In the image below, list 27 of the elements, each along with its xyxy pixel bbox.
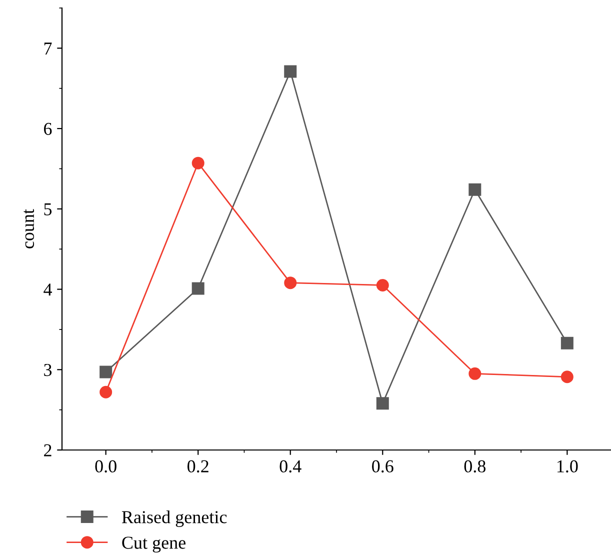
legend-label: Cut gene (122, 536, 186, 553)
y-tick-label: 2 (44, 444, 52, 456)
point (284, 65, 297, 78)
y-axis-title: count (24, 209, 34, 248)
point (100, 386, 112, 398)
point (284, 276, 297, 290)
point (192, 156, 204, 170)
y-tick-label: 6 (44, 122, 52, 135)
y-tick-label: 3 (44, 364, 52, 376)
point (376, 279, 389, 292)
x-tick-label: 0.0 (95, 460, 116, 473)
point (468, 367, 482, 380)
x-tick-label: 0.6 (372, 460, 394, 473)
x-tick-label: 1.0 (557, 460, 578, 473)
point (560, 370, 574, 384)
legend-label: Raised genetic (122, 510, 227, 527)
y-tick-label: 5 (44, 203, 52, 216)
point (100, 366, 112, 378)
point (560, 336, 574, 350)
x-tick-label: 0.2 (188, 460, 208, 473)
y-tick-label: 4 (44, 284, 52, 296)
x-tick-label: 0.4 (280, 460, 302, 473)
point (192, 282, 204, 295)
y-tick-label: 7 (44, 42, 52, 54)
x-tick-label: 0.8 (464, 460, 486, 473)
point (468, 183, 482, 196)
point (376, 397, 389, 410)
